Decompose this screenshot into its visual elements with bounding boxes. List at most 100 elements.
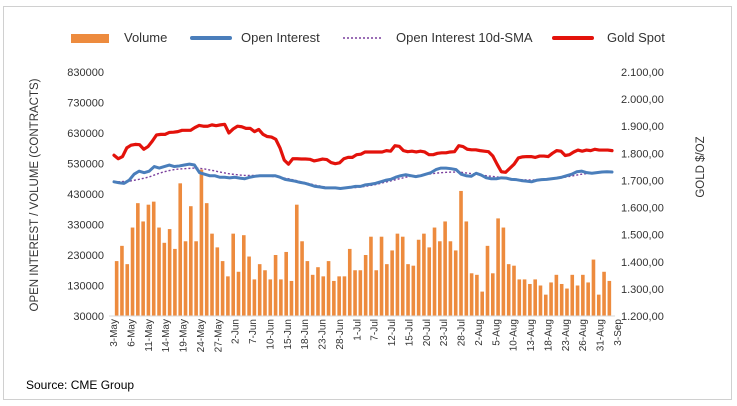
volume-bar [390, 250, 394, 316]
volume-bar [215, 247, 220, 317]
x-tick-label: 11-May [144, 319, 155, 352]
volume-bar [406, 264, 410, 316]
x-tick-label: 15-Jul [404, 319, 415, 346]
legend-open-interest-label: Open Interest [241, 30, 320, 45]
volume-bar [347, 248, 352, 316]
y2-tick-label: 2.100,00 [621, 67, 664, 79]
x-tick-label: 15-Jun [283, 319, 294, 350]
x-tick-label: 28-Jun [335, 319, 346, 350]
y2-tick-label: 1.200,00 [621, 311, 664, 323]
volume-bar [263, 270, 267, 316]
volume-bar [279, 279, 283, 316]
volume-bars [114, 169, 612, 317]
x-tick-label: 2-Aug [474, 319, 485, 346]
y-tick-label: 130000 [67, 281, 104, 293]
x-tick-label: 28-Jul [457, 319, 468, 346]
y-axis-ticks: 30000 130000 230000 330000 430000 530000 63000… [67, 67, 104, 323]
volume-bar [125, 264, 130, 316]
volume-bar [363, 255, 368, 316]
volume-bar [575, 285, 580, 316]
volume-bar [570, 274, 575, 316]
y-tick-label: 230000 [67, 250, 104, 262]
x-tick-label: 6-May [126, 319, 137, 347]
volume-bar [157, 227, 161, 316]
volume-bar [596, 294, 601, 316]
legend-gold-spot-label: Gold Spot [607, 30, 665, 45]
legend-sma-label: Open Interest 10d-SMA [396, 30, 533, 45]
y2-tick-label: 1.300,00 [621, 284, 664, 296]
volume-bar [427, 247, 432, 317]
volume-bar [226, 276, 230, 316]
x-tick-label: 7-Jul [370, 319, 381, 341]
y-tick-label: 730000 [67, 98, 104, 110]
x-tick-label: 1-Jul [352, 319, 363, 341]
volume-bar [210, 233, 214, 316]
y2-axis-ticks: 1.200,00 1.300,00 1.400,00 1.500,00 1.600,00… [621, 67, 664, 323]
volume-bar [242, 235, 246, 316]
volume-bar [204, 203, 209, 316]
x-tick-label: 23-Aug [561, 319, 572, 351]
volume-bar [379, 236, 384, 316]
x-tick-label: 14-May [161, 319, 172, 352]
volume-bar [300, 241, 304, 316]
volume-bar [326, 261, 331, 316]
volume-bar [538, 285, 543, 316]
volume-bar [395, 233, 400, 316]
volume-bar [337, 276, 341, 316]
volume-bar [146, 204, 151, 316]
legend-volume-label: Volume [124, 30, 167, 45]
series-lines [112, 122, 614, 191]
gold-spot-line [112, 122, 614, 174]
volume-bar [517, 279, 522, 316]
volume-bar [358, 270, 363, 316]
volume-bar [607, 280, 612, 316]
x-axis-ticks: 3-May 6-May 11-May 14-May 19-May 24-May 27-May… [109, 319, 624, 353]
y-axis-label: OPEN INTEREST / VOLUME (CONTRACTS) [29, 78, 41, 311]
volume-bar [385, 264, 389, 316]
volume-bar [178, 183, 183, 316]
x-tick-label: 19-May [179, 319, 190, 352]
volume-bar [565, 288, 569, 316]
volume-bar [485, 245, 490, 316]
x-tick-label: 23-Jul [439, 319, 450, 346]
chart-svg: Volume Open Interest Open Interest 10d-S… [29, 30, 707, 353]
volume-bar [294, 204, 299, 316]
volume-bar [506, 264, 511, 316]
y2-tick-label: 1.400,00 [621, 257, 664, 269]
y-tick-label: 830000 [67, 67, 104, 79]
volume-bar [501, 227, 506, 316]
volume-bar [528, 283, 532, 316]
volume-bar [480, 291, 484, 316]
x-tick-label: 18-Jun [300, 319, 311, 350]
volume-bar [475, 274, 479, 316]
y2-tick-label: 1.600,00 [621, 203, 664, 215]
volume-bar [332, 280, 336, 316]
x-tick-label: 24-May [196, 319, 207, 352]
x-tick-label: 10-Jun [265, 319, 276, 350]
volume-bar [136, 203, 140, 316]
volume-bar [247, 256, 251, 316]
chart-frame: Volume Open Interest Open Interest 10d-S… [3, 6, 732, 400]
open-interest-line [112, 162, 614, 191]
legend-volume-swatch [71, 34, 109, 43]
x-tick-label: 31-Aug [596, 319, 607, 351]
x-tick-label: 18-Aug [543, 319, 554, 351]
x-tick-label: 12-Jul [387, 319, 398, 346]
volume-bar [257, 264, 262, 316]
y2-tick-label: 1.800,00 [621, 148, 664, 160]
x-tick-label: 5-Aug [491, 319, 502, 346]
x-tick-label: 3-May [109, 319, 120, 347]
volume-bar [173, 248, 177, 316]
source-note: Source: CME Group [26, 378, 135, 392]
x-tick-label: 27-May [213, 319, 224, 352]
volume-bar [316, 267, 320, 316]
y2-tick-label: 1.700,00 [621, 175, 664, 187]
legend: Volume Open Interest Open Interest 10d-S… [71, 30, 665, 45]
volume-bar [591, 259, 596, 316]
volume-bar [236, 271, 241, 316]
volume-bar [120, 245, 124, 316]
volume-bar [554, 274, 559, 316]
y-tick-label: 30000 [73, 311, 104, 323]
volume-bar [400, 236, 405, 316]
volume-bar [496, 218, 500, 316]
